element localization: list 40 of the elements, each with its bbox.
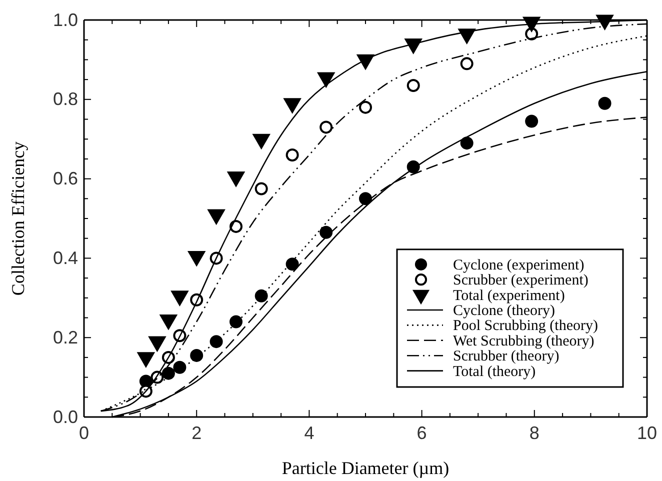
point (190, 348, 204, 362)
point (162, 366, 175, 380)
point (173, 360, 186, 374)
x-tick-label: 4 (304, 422, 314, 443)
y-tick-label: 0.0 (52, 406, 78, 427)
y-tick-label: 1.0 (52, 10, 78, 30)
point (359, 192, 372, 206)
x-tick-label: 0 (78, 422, 90, 443)
x-tick-label: 10 (636, 422, 658, 443)
x-tick-label: 6 (416, 422, 427, 443)
legend-label: Scrubber (theory) (453, 348, 560, 365)
x-tick-label: 2 (192, 422, 202, 443)
point (286, 258, 299, 271)
legend-label: Wet Scrubbing (theory) (453, 333, 594, 350)
point (254, 289, 268, 302)
point (460, 57, 474, 70)
legend-label: Pool Scrubbing (theory) (453, 318, 598, 334)
y-tick-label: 0.6 (52, 168, 78, 189)
legend-label: Total (experiment) (453, 288, 565, 304)
y-tick-label: 0.8 (52, 89, 78, 110)
point (359, 100, 372, 114)
point (286, 148, 299, 162)
point (460, 136, 474, 150)
x-axis-title: Particle Diameter (µm) (282, 458, 450, 478)
point (210, 335, 223, 348)
legend-label: Scrubber (experiment) (453, 272, 588, 289)
point (598, 96, 612, 110)
point (230, 315, 243, 328)
y-tick-label: 0.4 (52, 248, 78, 268)
point (320, 226, 333, 239)
y-axis-title: Collection Efficiency (8, 141, 28, 296)
point (406, 79, 420, 92)
point (525, 114, 538, 128)
x-tick-label: 8 (529, 422, 540, 443)
legend-label: Cyclone (theory) (453, 303, 556, 319)
legend-label: Total (theory) (453, 364, 536, 380)
point (320, 120, 333, 134)
y-tick-label: 0.2 (52, 327, 78, 348)
legend-label: Cyclone (experiment) (453, 257, 584, 274)
point (254, 182, 268, 196)
